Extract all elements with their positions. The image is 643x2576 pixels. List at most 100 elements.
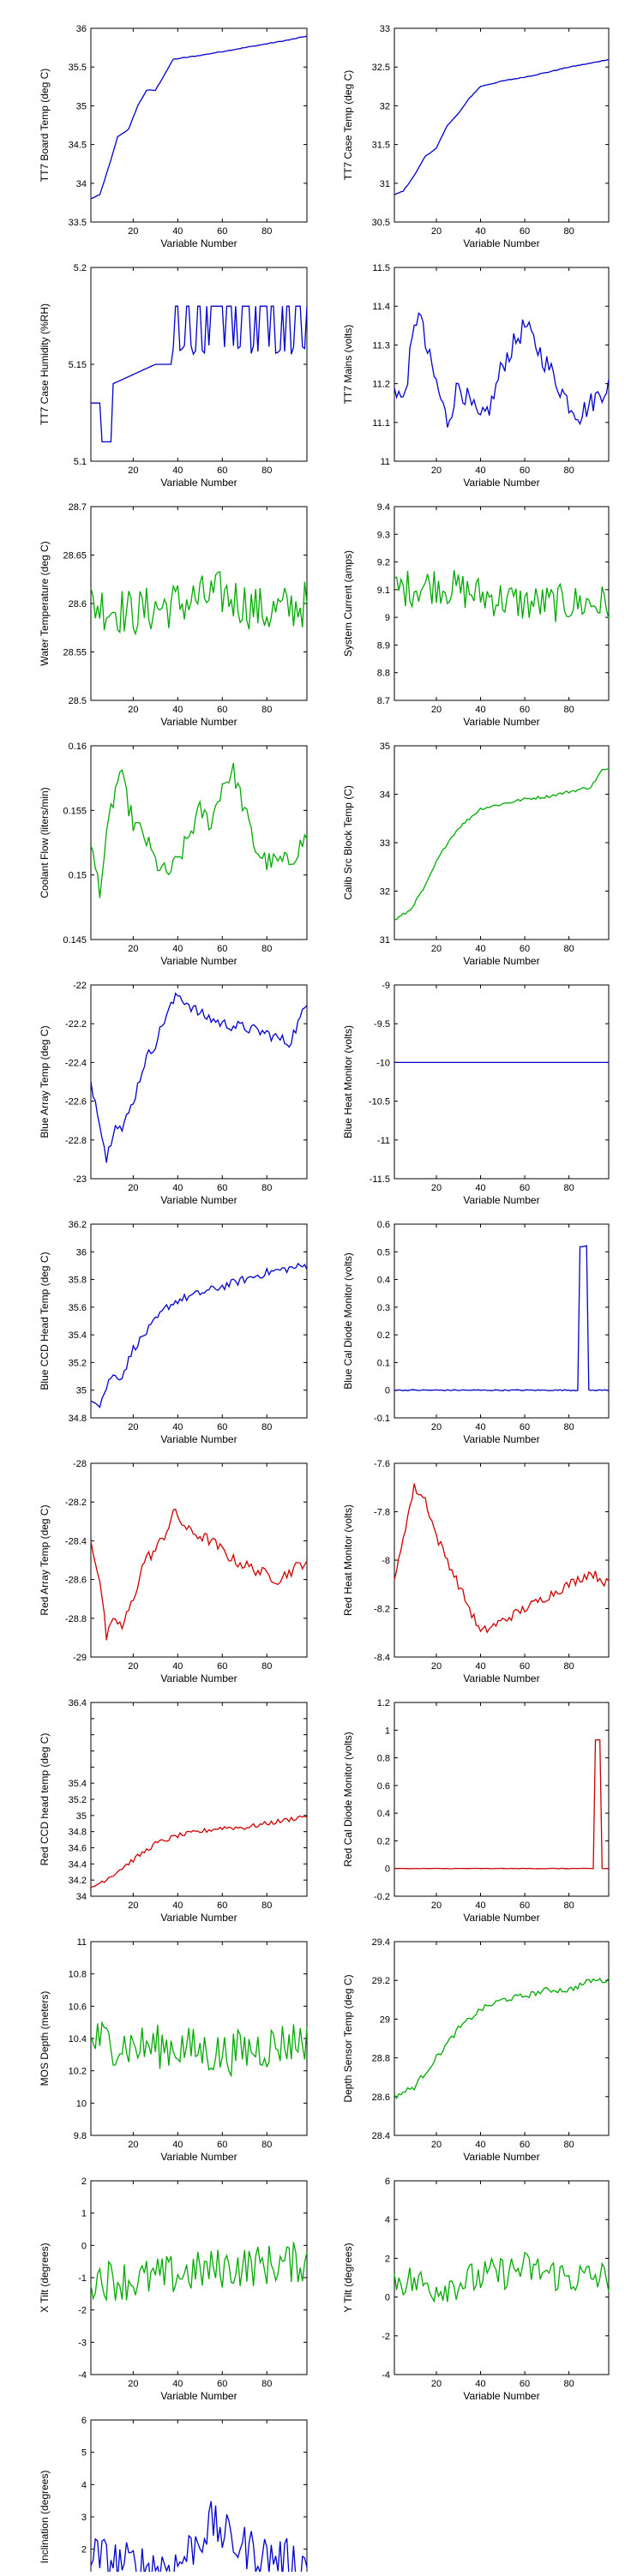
y-tick-label: -8.2 <box>374 1605 390 1615</box>
y-tick-label: 5 <box>81 2448 87 2459</box>
plot-frame <box>90 267 308 462</box>
y-tick-label: 33 <box>380 24 390 34</box>
x-tick-label: 80 <box>261 2140 272 2150</box>
y-tick-label: -22 <box>73 981 87 991</box>
y-tick-label: 29 <box>380 2015 390 2025</box>
x-axis-label: Variable Number <box>463 2390 539 2402</box>
y-axis-label: Blue Cal Diode Monitor (volts) <box>342 1252 354 1389</box>
y-tick-label: 35 <box>380 742 390 752</box>
y-tick-label: 0 <box>385 1864 390 1875</box>
x-axis-label: Variable Number <box>463 716 539 728</box>
y-tick-label: -22.8 <box>65 1136 87 1146</box>
x-tick-label: 20 <box>128 2140 138 2150</box>
y-axis-label: TT7 Board Temp (deg C) <box>39 69 51 183</box>
chart-panel-18: 20 40 60 80 -4 -3 -2 -1 0 1 2 Variable Number X Tilt… <box>39 2177 308 2402</box>
y-tick-label: 11 <box>77 1937 87 1948</box>
x-tick-label: 80 <box>261 1183 272 1193</box>
chart-panel-9: 20 40 60 80 -11.5 -11 -10.5 -10 -9.5 -9 Variable N… <box>342 981 610 1206</box>
x-tick-label: 60 <box>217 1422 227 1432</box>
y-tick-label: 34 <box>76 1892 87 1902</box>
x-tick-label: 80 <box>563 1183 574 1193</box>
x-tick-label: 20 <box>128 2379 138 2389</box>
y-tick-label: 35.6 <box>69 1303 87 1313</box>
y-tick-label: 0.155 <box>63 806 87 816</box>
y-tick-label: 35 <box>76 101 87 111</box>
plot-frame <box>90 2180 308 2375</box>
y-tick-label: 11.4 <box>372 302 390 312</box>
y-tick-label: 36 <box>76 1247 87 1258</box>
x-tick-label: 80 <box>563 226 574 237</box>
chart-panel-0: 20 40 60 80 33.5 34 34.5 35 35.5 36 Variable Numbe… <box>39 24 308 249</box>
y-tick-label: -0.2 <box>374 1892 390 1902</box>
y-tick-label: 29.4 <box>372 1937 390 1948</box>
chart-panel-6: 20 40 60 80 0.145 0.15 0.155 0.16 Variable Numbe… <box>39 742 308 967</box>
y-tick-label: 11.5 <box>372 263 390 273</box>
y-tick-label: -3 <box>78 2338 87 2348</box>
y-tick-label: 1 <box>81 2209 87 2219</box>
y-tick-label: 34.2 <box>69 1876 87 1886</box>
x-tick-label: 20 <box>128 465 138 476</box>
x-tick-label: 60 <box>520 1661 530 1672</box>
x-tick-label: 20 <box>128 1661 138 1672</box>
y-axis-label: Y Tilt (degrees) <box>342 2243 354 2312</box>
y-tick-label: 2 <box>385 2254 390 2264</box>
x-tick-label: 60 <box>520 705 530 715</box>
x-axis-label: Variable Number <box>160 955 237 967</box>
y-tick-label: 0.6 <box>377 1220 390 1230</box>
y-tick-label: -28.6 <box>65 1576 87 1586</box>
x-tick-label: 40 <box>475 2140 485 2150</box>
y-tick-label: 35.5 <box>69 63 87 73</box>
plot-frame <box>394 1702 610 1897</box>
y-tick-label: 0.2 <box>377 1836 390 1846</box>
x-tick-label: 20 <box>128 1900 138 1911</box>
x-tick-label: 80 <box>261 226 272 237</box>
y-tick-label: 36.4 <box>69 1698 87 1708</box>
y-tick-label: 31.5 <box>372 141 390 151</box>
series-line-13 <box>394 1483 610 1634</box>
chart-panel-20: 204060800123456Variable NumberInclinatio… <box>39 2416 308 2576</box>
y-tick-label: 34.6 <box>69 1844 87 1854</box>
x-tick-label: 60 <box>217 2379 227 2389</box>
x-tick-label: 40 <box>172 465 183 476</box>
y-tick-label: 11.2 <box>372 380 390 390</box>
y-tick-label: 28.8 <box>372 2054 390 2064</box>
x-tick-label: 80 <box>261 2379 272 2389</box>
series-line-19 <box>394 2251 610 2303</box>
x-tick-label: 40 <box>475 1422 485 1432</box>
y-tick-label: 4 <box>81 2480 87 2490</box>
x-tick-label: 40 <box>172 705 183 715</box>
y-tick-label: 33 <box>380 838 390 849</box>
y-tick-label: -7.6 <box>374 1459 390 1469</box>
x-tick-label: 40 <box>475 1900 485 1911</box>
x-tick-label: 80 <box>261 1900 272 1911</box>
y-tick-label: 9.4 <box>377 502 390 513</box>
y-tick-label: -28.4 <box>65 1536 87 1546</box>
series-line-14 <box>90 1815 308 1888</box>
x-tick-label: 40 <box>172 1661 183 1672</box>
plot-frame <box>394 984 610 1180</box>
y-tick-label: -22.4 <box>65 1058 87 1068</box>
y-tick-label: 0.3 <box>377 1303 390 1313</box>
chart-panel-3: 20 40 60 80 11 11.1 11.2 11.3 11.4 11.5 Variable N… <box>342 263 610 489</box>
x-axis-label: Variable Number <box>160 2151 237 2163</box>
y-tick-label: -11 <box>377 1136 390 1146</box>
y-tick-label: -0.1 <box>374 1414 390 1424</box>
x-tick-label: 20 <box>431 1900 442 1911</box>
series-line-2 <box>91 305 308 443</box>
y-tick-label: 8.7 <box>377 696 390 706</box>
x-tick-label: 60 <box>217 1661 227 1672</box>
x-tick-label: 60 <box>217 944 227 954</box>
plot-frame <box>394 1223 610 1419</box>
x-tick-label: 60 <box>520 1183 530 1193</box>
x-tick-label: 60 <box>520 2379 530 2389</box>
y-axis-label: Blue CCD Head Temp (deg C) <box>39 1252 51 1390</box>
y-tick-label: 6 <box>81 2416 87 2426</box>
y-tick-label: 1 <box>385 1726 390 1736</box>
x-tick-label: 20 <box>431 465 442 476</box>
x-tick-label: 80 <box>563 1422 574 1432</box>
x-tick-label: 60 <box>217 1900 227 1911</box>
chart-panel-17: 20 40 60 80 28.4 28.6 28.8 29 29.2 29.4 Variable N… <box>342 1937 610 2163</box>
y-tick-label: 34.5 <box>69 141 87 151</box>
y-tick-label: 9.3 <box>377 530 390 540</box>
